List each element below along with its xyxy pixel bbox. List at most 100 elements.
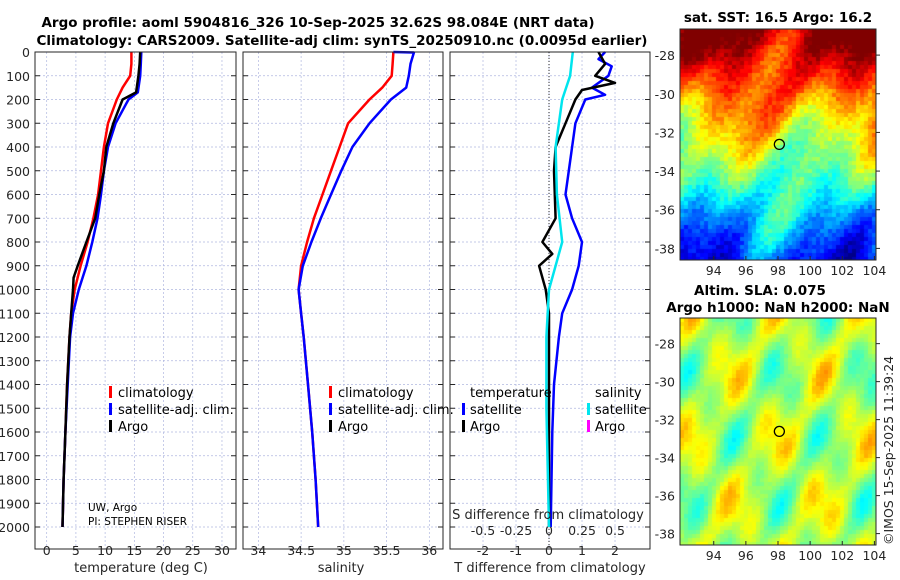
y-tick-label: 800 <box>6 235 30 250</box>
difference-legend: temperature satellite Argo salinity sate… <box>462 386 647 435</box>
map-frame <box>679 317 877 546</box>
sst-map-title: sat. SST: 16.5 Argo: 16.2 <box>684 10 872 26</box>
map-y-tick-label: -32 <box>655 413 675 428</box>
legend-swatch-climatology <box>109 386 112 398</box>
legend-title-salinity: salinity <box>595 386 642 401</box>
y-tick-label: 200 <box>6 93 30 108</box>
x-tick-label: 25 <box>185 543 201 558</box>
map-y-tick-label: -28 <box>655 48 675 63</box>
map-x-tick-label: 104 <box>862 548 886 563</box>
y-tick-label: 1500 <box>0 401 30 416</box>
map-y-tick-label: -28 <box>655 337 675 352</box>
sdiff-xlabel: S difference from climatology <box>452 508 644 523</box>
y-tick-label: 1700 <box>0 449 30 464</box>
map-x-tick-label: 102 <box>830 548 854 563</box>
legend-label: Argo <box>338 420 368 435</box>
s-tick-label: 0.5 <box>605 523 625 538</box>
map-x-tick-label: 100 <box>798 263 822 278</box>
y-tick-label: 300 <box>6 116 30 131</box>
imos-stamp: ©IMOS 15-Sep-2025 11:39:24 <box>881 356 896 545</box>
x-tick-label: 5 <box>72 543 80 558</box>
legend-label: Argo <box>470 420 500 435</box>
map-x-tick-label: 94 <box>706 263 722 278</box>
map-y-tick-label: -34 <box>655 164 675 179</box>
plot-frame <box>449 51 651 550</box>
map-y-tick-label: -34 <box>655 451 675 466</box>
legend-swatch-satellite <box>329 403 332 415</box>
map-x-tick-label: 96 <box>738 548 754 563</box>
legend-title-temperature: temperature <box>470 386 552 401</box>
credit-line1: UW, Argo <box>88 502 137 514</box>
map-x-tick-label: 98 <box>770 548 786 563</box>
sla-map-title: Altim. SLA: 0.075 <box>694 283 826 299</box>
x-tick-label: 34 <box>250 543 266 558</box>
map-y-tick-label: -30 <box>655 87 675 102</box>
y-tick-label: 2000 <box>0 520 30 535</box>
plot-frame <box>242 51 444 550</box>
map-x-tick-label: 104 <box>862 263 886 278</box>
temperature-legend: climatology satellite-adj. clim. Argo <box>109 386 234 435</box>
legend-swatch-t-argo <box>462 420 465 432</box>
salinity-xlabel: salinity <box>318 561 365 576</box>
y-tick-label: 1800 <box>0 473 30 488</box>
legend-label: satellite <box>595 403 647 418</box>
series-satellite-adj-clim- <box>297 50 416 528</box>
y-tick-label: 1600 <box>0 425 30 440</box>
legend-label: satellite <box>470 403 522 418</box>
legend-swatch-argo <box>109 420 112 432</box>
y-tick-label: 1200 <box>0 330 30 345</box>
legend-swatch-t-satellite <box>462 403 465 415</box>
tdiff-xlabel: T difference from climatology <box>453 561 646 576</box>
y-tick-label: 600 <box>6 188 30 203</box>
legend-label: satellite-adj. clim. <box>338 403 454 418</box>
plot-frame <box>34 51 237 550</box>
map-y-tick-label: -36 <box>655 489 675 504</box>
sst-map-image <box>680 29 876 260</box>
y-tick-label: 500 <box>6 164 30 179</box>
y-tick-label: 0 <box>22 45 30 60</box>
map-y-tick-label: -36 <box>655 203 675 218</box>
y-tick-label: 1100 <box>0 306 30 321</box>
s-tick-label: -0.25 <box>500 523 532 538</box>
map-x-tick-label: 94 <box>706 548 722 563</box>
x-tick-label: 34.5 <box>287 543 315 558</box>
legend-label: climatology <box>118 386 194 401</box>
y-tick-label: 1300 <box>0 354 30 369</box>
s-tick-label: 0 <box>545 523 553 538</box>
map-y-tick-label: -32 <box>655 125 675 140</box>
map-y-tick-label: -30 <box>655 375 675 390</box>
map-x-tick-label: 98 <box>770 263 786 278</box>
sla-map-image <box>680 318 876 545</box>
argo-position-marker <box>773 138 785 151</box>
y-tick-label: 900 <box>6 259 30 274</box>
legend-swatch-s-satellite <box>587 403 590 415</box>
x-tick-label: 15 <box>126 543 142 558</box>
argo-position-marker <box>773 425 785 438</box>
y-tick-label: 700 <box>6 211 30 226</box>
legend-swatch-satellite <box>109 403 112 415</box>
map-x-tick-label: 102 <box>830 263 854 278</box>
x-tick-label: 30 <box>214 543 230 558</box>
map-y-tick-label: -38 <box>655 241 675 256</box>
legend-label: satellite-adj. clim. <box>118 403 234 418</box>
legend-label: climatology <box>338 386 414 401</box>
x-tick-label: 35 <box>336 543 352 558</box>
s-tick-label: -0.5 <box>471 523 495 538</box>
map-frame <box>679 28 877 261</box>
map-y-tick-label: -38 <box>655 527 675 542</box>
s-tick-label: 0.25 <box>568 523 596 538</box>
figure-title-line2: Climatology: CARS2009. Satellite-adj cli… <box>37 33 648 49</box>
figure-title-line1: Argo profile: aoml 5904816_326 10-Sep-20… <box>41 15 594 31</box>
y-tick-label: 100 <box>6 69 30 84</box>
y-tick-label: 1900 <box>0 496 30 511</box>
legend-label: Argo <box>118 420 148 435</box>
x-tick-label: 10 <box>97 543 113 558</box>
x-tick-label: 0 <box>545 543 553 558</box>
credit-line2: PI: STEPHEN RISER <box>88 516 187 528</box>
legend-label: Argo <box>595 420 625 435</box>
map-x-tick-label: 100 <box>798 548 822 563</box>
y-tick-label: 1000 <box>0 283 30 298</box>
legend-swatch-climatology <box>329 386 332 398</box>
series-t-satellite <box>549 51 613 528</box>
